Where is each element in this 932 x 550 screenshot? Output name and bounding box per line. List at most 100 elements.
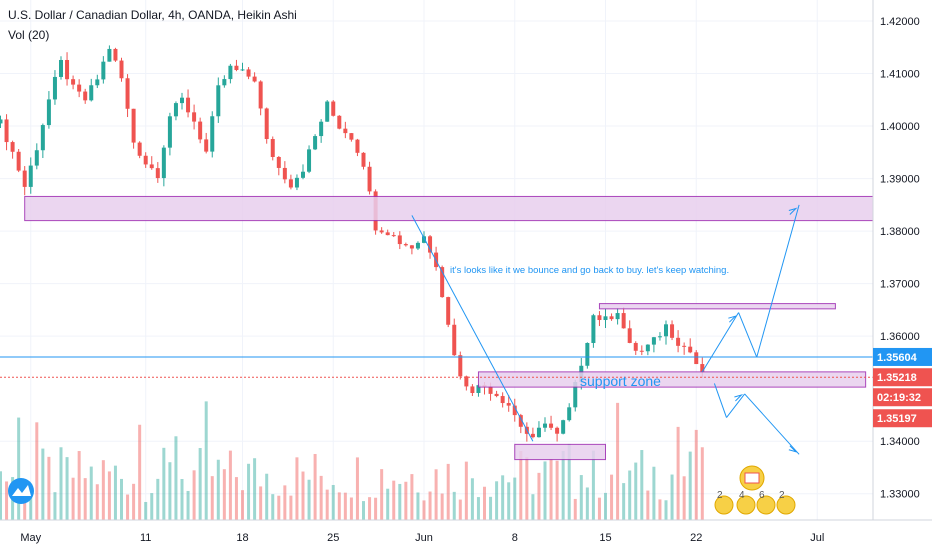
candle-body: [397, 235, 402, 245]
volume-bar: [362, 501, 365, 520]
candle: [216, 77, 221, 123]
candle-body: [458, 355, 463, 377]
time-tick-label: Jul: [810, 532, 824, 544]
candle-body: [28, 165, 33, 187]
candle-body: [651, 337, 656, 345]
volume-bar: [247, 463, 251, 520]
volume-bar: [162, 447, 166, 520]
candle-body: [633, 342, 638, 351]
candle-body: [488, 386, 493, 394]
volume-bar: [234, 477, 238, 520]
logo-mountain: [12, 485, 31, 496]
emoji-count: 2: [779, 490, 785, 501]
candle-body: [694, 352, 699, 365]
volume-bar: [101, 460, 105, 520]
volume-bar: [519, 450, 523, 520]
volume-bar: [610, 474, 614, 520]
volume-bar: [440, 493, 444, 520]
candle-body: [22, 170, 27, 187]
zone-rect: [24, 195, 879, 222]
candle: [555, 426, 560, 442]
candle-body: [216, 85, 221, 117]
volume-bar: [676, 426, 680, 520]
candle-body: [670, 324, 675, 338]
candle: [204, 132, 209, 154]
candle-body: [355, 139, 360, 153]
candle: [591, 313, 596, 348]
candle-body: [567, 407, 572, 421]
candle: [16, 149, 21, 173]
candle-body: [367, 166, 372, 192]
emoji-badge: [714, 495, 734, 515]
arrow-head: [728, 315, 738, 323]
candle-body: [331, 101, 336, 116]
candle: [137, 141, 142, 159]
candle-body: [700, 364, 705, 372]
candle-body: [149, 164, 154, 169]
volume-bar: [150, 493, 154, 520]
candle-body: [403, 244, 408, 246]
candle-body: [530, 433, 535, 438]
candle-body: [543, 423, 547, 428]
candle-body: [639, 350, 644, 352]
candle: [258, 80, 263, 116]
candle-body: [494, 393, 499, 397]
time-tick-label: 15: [599, 532, 611, 544]
candle: [536, 421, 541, 438]
volume-bar: [126, 494, 130, 520]
candle-body: [0, 119, 3, 124]
candle: [615, 308, 620, 325]
candle-body: [512, 405, 517, 416]
volume-bar: [295, 457, 299, 520]
price-axis-bg: [873, 0, 932, 550]
candle: [651, 336, 656, 353]
candle: [331, 100, 336, 117]
candle: [228, 63, 233, 84]
volume-bar: [349, 497, 353, 520]
candle: [307, 145, 312, 174]
candle: [46, 91, 51, 129]
projection-back-1: [738, 312, 758, 358]
volume-bar: [458, 499, 462, 520]
volume-bar: [77, 451, 81, 520]
volume-bar: [652, 466, 656, 520]
candle: [518, 413, 523, 434]
volume-bar: [307, 479, 311, 520]
time-tick-label: 22: [690, 532, 702, 544]
volume-bar: [495, 481, 499, 520]
candle-body: [34, 150, 39, 166]
volume-bar: [501, 475, 505, 520]
candle: [276, 156, 281, 176]
candle-body: [59, 59, 63, 77]
candle-body: [167, 116, 172, 148]
candle-body: [621, 313, 626, 329]
candle: [222, 75, 227, 88]
candle-body: [476, 385, 481, 393]
candle: [561, 419, 566, 435]
candle: [688, 338, 693, 354]
volume-bar: [585, 487, 589, 520]
zone-rect: [598, 303, 836, 310]
candle: [252, 72, 257, 83]
volume-bar: [23, 492, 27, 520]
candle-body: [137, 142, 142, 156]
candle: [639, 345, 644, 356]
projection-back-2: [726, 393, 746, 418]
volume-bar: [265, 473, 269, 520]
volume-bar: [17, 417, 21, 520]
volume-bar: [555, 460, 559, 520]
badge-last-price: 1.35218: [877, 372, 917, 384]
candle-body: [627, 328, 632, 343]
volume-bar: [404, 481, 408, 520]
volume-bar: [476, 497, 480, 520]
zone-rect: [514, 443, 606, 461]
volume-bar: [410, 474, 414, 520]
volume-bar: [83, 478, 87, 520]
volume-bar: [210, 476, 214, 520]
volume-bar: [507, 482, 511, 520]
candle: [131, 108, 136, 149]
candle-body: [240, 69, 245, 71]
candle: [428, 234, 433, 259]
volume-bar: [337, 492, 341, 520]
